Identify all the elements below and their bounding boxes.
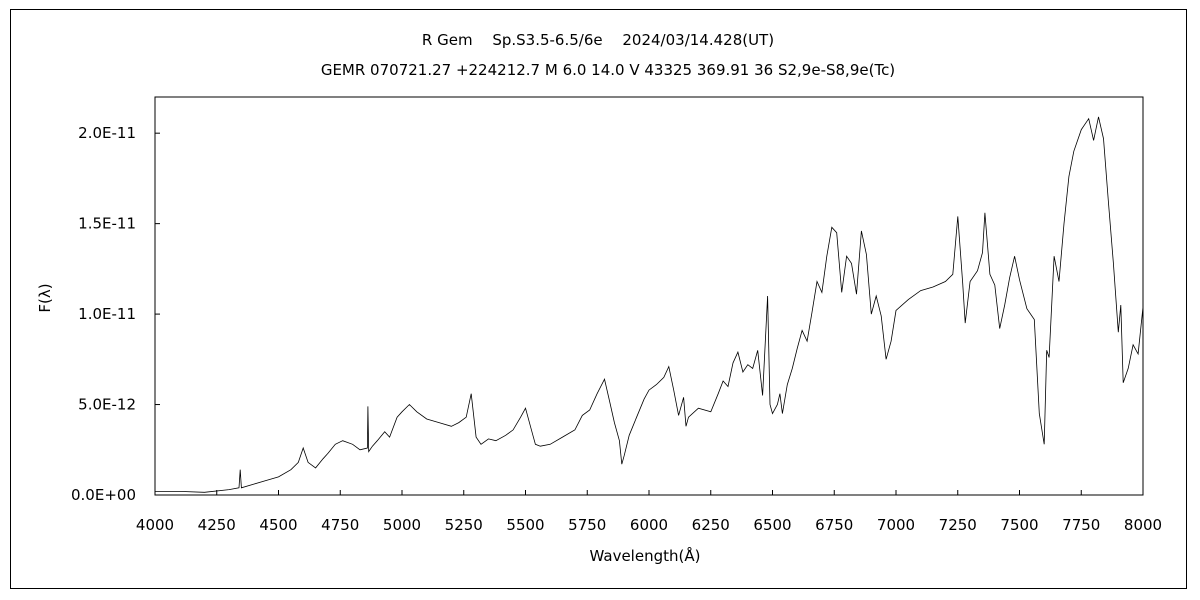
spectrum-line [155,116,1144,493]
y-tick-label-4: 2.0E-11 [78,124,136,142]
x-tick-label-5: 5250 [445,516,483,534]
x-axis: 4000 4250 4500 4750 5000 5250 5500 5750 6000 6250… [136,490,1162,534]
y-tick-label-1: 5.0E-12 [78,396,136,414]
x-tick-label-12: 7000 [877,516,915,534]
x-tick-label-15: 7750 [1062,516,1100,534]
x-tick-label-7: 5750 [568,516,606,534]
x-tick-label-16: 8000 [1124,516,1162,534]
x-tick-label-3: 4750 [321,516,359,534]
x-tick-label-13: 7250 [939,516,977,534]
y-axis-label: F(λ) [36,283,54,312]
x-tick-label-4: 5000 [383,516,421,534]
y-tick-label-2: 1.0E-11 [78,305,136,323]
chart-title: R Gem Sp.S3.5-6.5/6e 2024/03/14.428(UT) [422,31,774,49]
chart-subtitle: GEMR 070721.27 +224212.7 M 6.0 14.0 V 43… [321,61,895,79]
y-axis: 0.0E+00 5.0E-12 1.0E-11 1.5E-11 2.0E-11 [71,124,160,504]
x-tick-label-1: 4250 [198,516,236,534]
x-tick-label-10: 6500 [753,516,791,534]
y-tick-label-0: 0.0E+00 [71,486,136,504]
plot-area [154,96,1144,496]
x-tick-label-2: 4500 [259,516,297,534]
x-tick-label-14: 7500 [1000,516,1038,534]
x-axis-label: Wavelength(Å) [590,546,701,565]
x-tick-label-0: 4000 [136,516,174,534]
x-tick-label-9: 6250 [692,516,730,534]
x-tick-label-11: 6750 [815,516,853,534]
y-tick-label-3: 1.5E-11 [78,215,136,233]
x-tick-label-6: 5500 [506,516,544,534]
x-tick-label-8: 6000 [630,516,668,534]
